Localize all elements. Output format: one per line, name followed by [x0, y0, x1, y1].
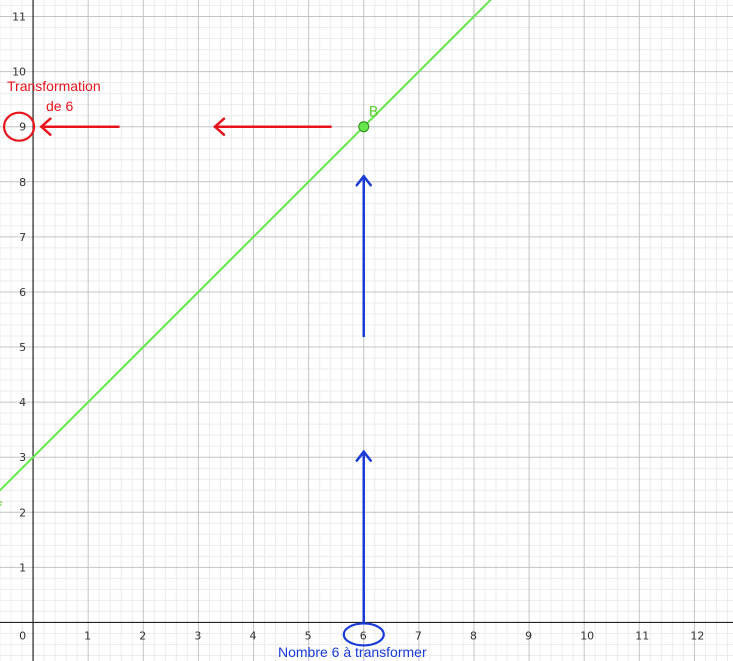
- x-tick-label: 8: [470, 629, 477, 642]
- x-tick-label: 11: [635, 629, 649, 642]
- transformed-value-circle: [2, 111, 36, 142]
- y-tick-label: 7: [19, 231, 26, 244]
- y-tick-label: 9: [19, 121, 26, 134]
- x-tick-label: 1: [84, 629, 91, 642]
- y-tick-label: 8: [19, 176, 26, 189]
- x-tick-label: 5: [305, 629, 312, 642]
- x-tick-label: 12: [690, 629, 704, 642]
- y-tick-label: 11: [12, 11, 26, 24]
- x-tick-label: 4: [250, 629, 257, 642]
- y-tick-label: 4: [19, 396, 26, 409]
- y-tick-label: 6: [19, 286, 26, 299]
- y-tick-label: 1: [19, 561, 26, 574]
- y-tick-label: 5: [19, 341, 26, 354]
- point-b-label: B: [369, 105, 379, 121]
- red-arrow-left-near-axis: [39, 117, 120, 136]
- x-tick-label: 9: [525, 629, 532, 642]
- blue-arrow-up-from-axis: [355, 449, 372, 624]
- input-number-label: Nombre 6 à transformer: [278, 644, 427, 660]
- x-tick-label: 0: [19, 629, 26, 642]
- y-axis-tick-labels: 1 2 3 4 5 6 7 8 9 10 11: [12, 11, 26, 575]
- x-tick-label: 2: [139, 629, 146, 642]
- blue-arrow-up-to-point: [355, 174, 372, 338]
- y-tick-label: 3: [19, 451, 26, 464]
- y-tick-label: 2: [19, 506, 26, 519]
- red-arrow-left-from-point: [213, 117, 332, 136]
- x-tick-label: 3: [194, 629, 201, 642]
- point-b[interactable]: [358, 121, 370, 133]
- function-line-label: f: [0, 500, 3, 516]
- x-tick-label: 10: [580, 629, 594, 642]
- x-axis-tick-labels: 0 1 2 3 4 5 6 7 8 9 10 11 12: [19, 629, 704, 642]
- x-tick-label: 6: [360, 629, 367, 642]
- transformation-title-line1: Transformation: [7, 78, 101, 94]
- y-tick-label: 10: [12, 66, 26, 79]
- x-tick-label: 7: [415, 629, 422, 642]
- transformation-title-line2: de 6: [46, 98, 73, 114]
